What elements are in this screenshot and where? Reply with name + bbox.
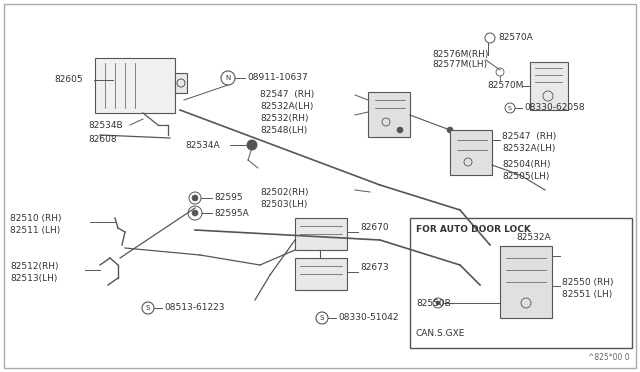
Text: 82595A: 82595A bbox=[214, 208, 249, 218]
Text: S: S bbox=[146, 305, 150, 311]
Text: N: N bbox=[225, 75, 230, 81]
Text: 82505(LH): 82505(LH) bbox=[502, 173, 549, 182]
Bar bbox=[530, 62, 568, 110]
Circle shape bbox=[192, 210, 198, 216]
Text: CAN.S.GXE: CAN.S.GXE bbox=[416, 328, 465, 337]
Text: ^825*00 0: ^825*00 0 bbox=[588, 353, 630, 362]
Text: 82673: 82673 bbox=[360, 263, 388, 273]
Text: 08911-10637: 08911-10637 bbox=[247, 74, 308, 83]
Text: 08330-62058: 08330-62058 bbox=[524, 103, 584, 112]
Text: 82532A(LH): 82532A(LH) bbox=[502, 144, 556, 153]
Bar bbox=[450, 130, 492, 175]
Text: 82534A: 82534A bbox=[185, 141, 220, 150]
Text: 08513-61223: 08513-61223 bbox=[164, 304, 225, 312]
Text: 82534B: 82534B bbox=[88, 121, 123, 129]
Text: 82504(RH): 82504(RH) bbox=[502, 160, 550, 170]
Text: 82608: 82608 bbox=[88, 135, 116, 144]
Text: 82605: 82605 bbox=[54, 76, 83, 84]
Circle shape bbox=[397, 127, 403, 133]
Text: 82670: 82670 bbox=[360, 224, 388, 232]
Text: 82577M(LH): 82577M(LH) bbox=[432, 61, 487, 70]
Text: 82570M: 82570M bbox=[488, 81, 524, 90]
Text: 82511 (LH): 82511 (LH) bbox=[10, 225, 60, 234]
Text: 82532(RH): 82532(RH) bbox=[260, 113, 308, 122]
Bar bbox=[500, 246, 552, 318]
Text: 82513(LH): 82513(LH) bbox=[10, 273, 58, 282]
Circle shape bbox=[247, 140, 257, 150]
Bar bbox=[410, 218, 632, 348]
Text: 82510 (RH): 82510 (RH) bbox=[10, 214, 61, 222]
Text: 82547  (RH): 82547 (RH) bbox=[502, 132, 556, 141]
Text: 08330-51042: 08330-51042 bbox=[338, 314, 399, 323]
Bar bbox=[95, 58, 175, 113]
Text: 82532A(LH): 82532A(LH) bbox=[260, 103, 314, 112]
Text: 82550B: 82550B bbox=[416, 298, 451, 308]
Circle shape bbox=[436, 301, 440, 305]
Text: 82551 (LH): 82551 (LH) bbox=[562, 291, 612, 299]
Text: 82512(RH): 82512(RH) bbox=[10, 262, 58, 270]
Text: 82548(LH): 82548(LH) bbox=[260, 125, 307, 135]
Text: 82550 (RH): 82550 (RH) bbox=[562, 279, 614, 288]
Text: 82570A: 82570A bbox=[498, 33, 532, 42]
Text: S: S bbox=[320, 315, 324, 321]
Text: S: S bbox=[508, 106, 512, 110]
Text: 82502(RH): 82502(RH) bbox=[260, 189, 308, 198]
Bar bbox=[368, 92, 410, 137]
Bar bbox=[175, 73, 187, 93]
Bar bbox=[295, 218, 347, 250]
Bar bbox=[295, 258, 347, 290]
Circle shape bbox=[447, 127, 453, 133]
Circle shape bbox=[192, 195, 198, 201]
Text: 82503(LH): 82503(LH) bbox=[260, 201, 307, 209]
Text: 82595: 82595 bbox=[214, 193, 243, 202]
Text: 82547  (RH): 82547 (RH) bbox=[260, 90, 314, 99]
Text: 82532A: 82532A bbox=[516, 234, 550, 243]
Text: FOR AUTO DOOR LOCK: FOR AUTO DOOR LOCK bbox=[416, 225, 531, 234]
Text: 82576M(RH): 82576M(RH) bbox=[432, 51, 488, 60]
